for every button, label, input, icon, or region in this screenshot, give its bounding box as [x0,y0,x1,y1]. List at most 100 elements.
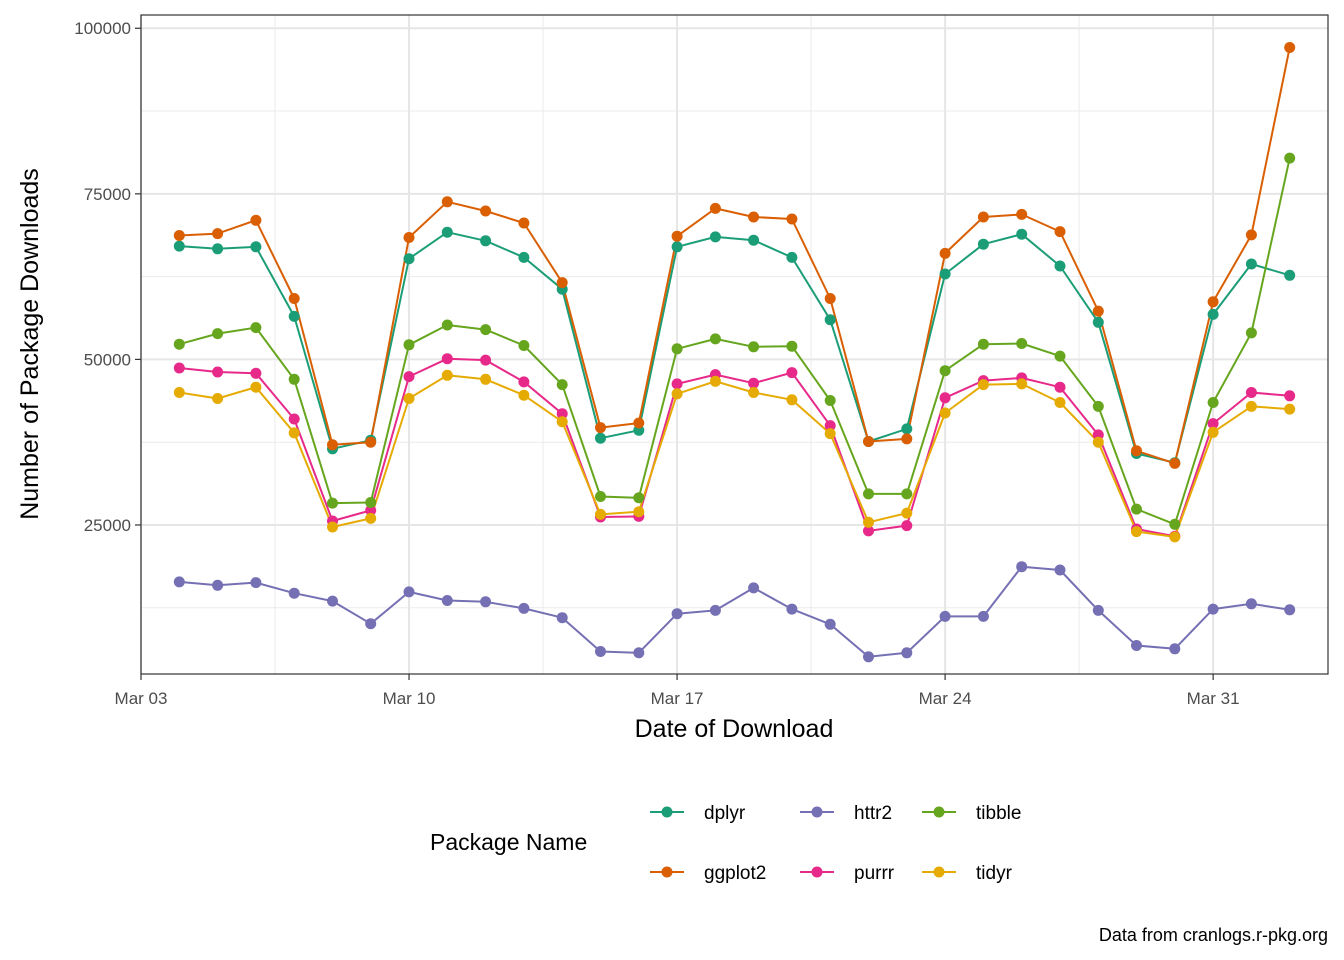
legend-key-point [811,806,823,818]
data-point-httr2 [1131,640,1142,651]
x-axis-title: Date of Download [635,715,834,743]
data-point-tidyr [518,389,530,401]
data-point-purrr [901,520,913,532]
data-point-tibble [1054,350,1066,362]
data-point-purrr [786,367,798,379]
data-point-httr2 [250,577,262,589]
data-point-ggplot2 [288,293,300,304]
data-point-ggplot2 [250,214,262,226]
data-point-dplyr [671,241,683,253]
grid-lines [140,15,1328,674]
data-point-tibble [1016,338,1028,349]
data-point-purrr [748,377,760,389]
data-point-tibble [403,339,415,351]
legend-key-point [661,866,673,878]
data-point-dplyr [1284,269,1296,281]
data-point-tidyr [671,388,683,400]
data-point-ggplot2 [977,211,989,223]
data-point-tibble [288,373,300,385]
data-point-httr2 [1054,564,1066,576]
data-point-httr2 [633,647,645,659]
series-line-tidyr [179,374,1290,538]
legend: Package Name dplyr ggplot2 httr2 purrr tibbl… [430,803,1021,884]
data-point-tibble [1092,400,1104,412]
data-point-tidyr [1284,403,1296,415]
legend-item-ggplot2: ggplot2 [650,863,766,884]
data-point-purrr [1245,387,1257,398]
data-point-ggplot2 [863,436,874,447]
data-point-tibble [1169,518,1181,530]
x-axis-ticks: Mar 03 Mar 10 Mar 17 Mar 24 Mar 31 [115,674,1240,708]
series-line-ggplot2 [179,47,1291,465]
data-point-httr2 [518,602,530,614]
data-point-ggplot2 [1092,305,1104,317]
legend-label: tibble [976,803,1021,824]
data-point-tibble [327,497,338,509]
data-point-dplyr [518,251,530,263]
data-point-httr2 [824,618,836,630]
data-point-tibble [173,338,185,350]
data-point-tibble [556,379,568,391]
x-tick-label: Mar 17 [651,689,704,708]
data-point-httr2 [939,610,951,622]
data-point-tidyr [824,428,836,440]
series-points [173,42,1296,663]
legend-key-point [661,806,673,818]
data-point-httr2 [1207,603,1219,615]
data-point-tibble [1131,503,1142,515]
data-point-dplyr [173,240,185,252]
data-point-httr2 [480,596,492,608]
data-point-tibble [441,319,453,331]
data-point-dplyr [212,243,224,255]
data-point-ggplot2 [1054,226,1066,238]
data-point-ggplot2 [1131,445,1142,457]
data-point-ggplot2 [1284,42,1296,53]
data-point-purrr [1054,381,1066,393]
data-point-tidyr [1245,400,1257,412]
data-point-httr2 [327,595,338,607]
legend-label: tidyr [976,863,1013,884]
data-point-tibble [250,322,262,334]
x-tick-label: Mar 31 [1187,689,1240,708]
data-point-httr2 [288,587,300,599]
data-point-httr2 [709,604,721,616]
data-point-ggplot2 [595,422,606,434]
legend-label: dplyr [704,803,746,824]
data-point-tibble [212,328,224,340]
data-point-purrr [863,525,874,537]
data-point-tidyr [212,393,224,404]
caption: Data from cranlogs.r-pkg.org [1099,925,1328,945]
legend-label: httr2 [854,803,892,824]
data-point-httr2 [365,618,377,630]
data-point-tidyr [1016,378,1028,390]
data-point-ggplot2 [901,433,913,445]
data-point-purrr [288,413,300,425]
legend-label: ggplot2 [704,863,766,884]
data-point-tidyr [863,516,874,528]
data-point-purrr [1207,418,1219,430]
data-point-tidyr [786,394,798,406]
data-point-dplyr [786,251,798,263]
data-point-purrr [939,392,951,404]
data-point-dplyr [1016,228,1028,240]
data-point-ggplot2 [786,213,798,225]
data-point-dplyr [595,432,606,444]
data-point-httr2 [671,608,683,620]
data-point-tibble [709,333,721,345]
data-point-ggplot2 [173,230,185,241]
data-point-tidyr [709,375,721,387]
data-point-dplyr [748,234,760,246]
data-point-purrr [365,504,377,516]
data-point-httr2 [1016,561,1028,573]
data-point-purrr [556,408,568,420]
legend-label: purrr [854,863,895,884]
data-point-tidyr [556,416,568,428]
data-point-tidyr [977,379,989,391]
series-lines [179,47,1291,658]
y-axis-ticks: 25000 50000 75000 100000 [74,19,141,535]
data-point-tidyr [441,369,453,381]
data-point-ggplot2 [403,232,415,243]
data-point-httr2 [901,647,913,659]
data-point-tidyr [327,521,338,533]
data-point-ggplot2 [1245,229,1257,241]
